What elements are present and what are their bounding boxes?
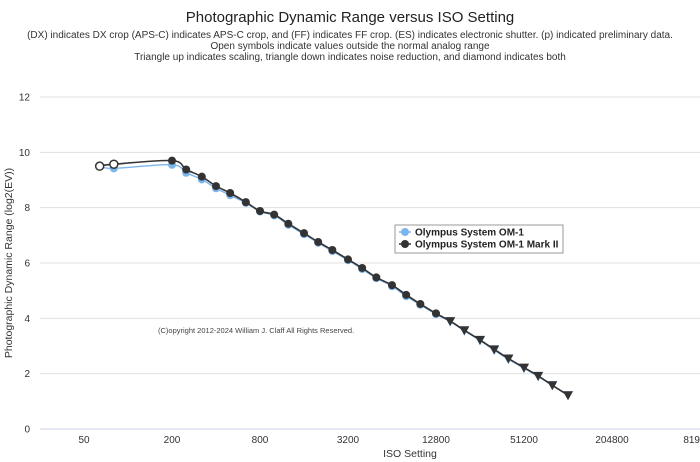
data-point-triangle-down[interactable] (533, 372, 543, 381)
series-0 (96, 161, 573, 400)
x-tick-label: 12800 (422, 435, 450, 446)
y-tick-label: 4 (24, 314, 30, 325)
legend-item-om1-mark-ii[interactable]: Olympus System OM-1 Mark II (399, 240, 559, 251)
data-point-triangle-down[interactable] (547, 381, 557, 390)
data-point[interactable] (358, 264, 366, 272)
x-tick-label: 3200 (337, 435, 360, 446)
data-point[interactable] (432, 309, 440, 317)
data-point-triangle-down[interactable] (519, 364, 529, 373)
y-tick-label: 12 (19, 93, 31, 104)
y-tick-label: 8 (24, 203, 30, 214)
series-1 (96, 157, 573, 401)
x-tick-label: 819200 (683, 435, 700, 446)
y-axis-ticks: 0 2 4 6 8 10 12 (19, 93, 31, 436)
y-tick-label: 0 (24, 425, 30, 436)
data-point-open[interactable] (96, 162, 104, 170)
chart-subtitle-line-1: (DX) indicates DX crop (APS-C) indicates… (27, 30, 673, 41)
x-tick-label: 50 (78, 435, 90, 446)
gridlines (40, 97, 700, 374)
data-point[interactable] (416, 300, 424, 308)
x-tick-label: 204800 (595, 435, 629, 446)
data-point[interactable] (372, 273, 380, 281)
data-point[interactable] (242, 198, 250, 206)
data-point[interactable] (168, 157, 176, 165)
data-point[interactable] (198, 173, 206, 181)
chart-subtitle-line-2: Open symbols indicate values outside the… (210, 41, 489, 52)
data-point-triangle-down[interactable] (459, 326, 469, 335)
y-tick-label: 2 (24, 369, 30, 380)
y-tick-label: 10 (19, 148, 31, 159)
y-axis-title: Photographic Dynamic Range (log2(EV)) (3, 168, 15, 358)
y-tick-label: 6 (24, 259, 30, 270)
legend-om1-label: Olympus System OM-1 (415, 228, 524, 239)
legend-om1-mark-ii-label: Olympus System OM-1 Mark II (415, 240, 559, 251)
legend-om1-mark-ii-marker (401, 240, 409, 248)
legend: Olympus System OM-1 Olympus System OM-1 … (395, 225, 563, 253)
x-axis-title: ISO Setting (383, 448, 437, 460)
data-point[interactable] (212, 182, 220, 190)
series-line (100, 165, 568, 396)
legend-item-om1[interactable]: Olympus System OM-1 (399, 228, 524, 239)
data-point[interactable] (284, 220, 292, 228)
x-tick-label: 800 (252, 435, 269, 446)
data-point[interactable] (270, 211, 278, 219)
data-point[interactable] (182, 165, 190, 173)
data-point-triangle-down[interactable] (445, 317, 455, 326)
data-point[interactable] (344, 255, 352, 263)
data-point[interactable] (226, 189, 234, 197)
chart-subtitle-line-3: Triangle up indicates scaling, triangle … (134, 52, 566, 63)
data-point[interactable] (388, 281, 396, 289)
data-point[interactable] (300, 229, 308, 237)
data-point[interactable] (314, 238, 322, 246)
copyright-note: (C)opyright 2012-2024 William J. Claff A… (158, 326, 354, 335)
dynamic-range-chart: Photographic Dynamic Range versus ISO Se… (0, 0, 700, 462)
series-layer (96, 157, 573, 401)
series-line (100, 160, 568, 395)
data-point[interactable] (328, 246, 336, 254)
x-tick-label: 200 (164, 435, 181, 446)
data-point-open[interactable] (110, 160, 118, 168)
chart-title: Photographic Dynamic Range versus ISO Se… (186, 9, 515, 26)
data-point[interactable] (256, 207, 264, 215)
data-point[interactable] (402, 291, 410, 299)
x-tick-label: 51200 (510, 435, 538, 446)
data-point-triangle-down[interactable] (563, 391, 573, 400)
x-axis-ticks: 50 200 800 3200 12800 51200 204800 819200 (78, 435, 700, 446)
legend-om1-marker (401, 228, 409, 236)
